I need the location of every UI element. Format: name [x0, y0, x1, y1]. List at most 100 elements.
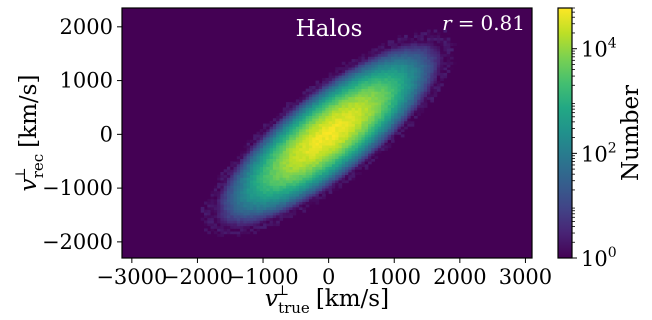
heatmap-cell: [269, 174, 274, 178]
heatmap-cell: [243, 188, 248, 192]
heatmap-cell: [427, 59, 431, 63]
heatmap-cell: [354, 72, 359, 76]
heatmap-cell: [279, 169, 284, 173]
heatmap-cell: [410, 91, 415, 95]
heatmap-cell: [384, 137, 389, 141]
heatmap-cell: [436, 42, 441, 47]
heatmap-cell: [427, 72, 431, 76]
heatmap-cell: [443, 69, 448, 73]
heatmap-cell: [276, 212, 280, 216]
heatmap-cell: [420, 77, 425, 81]
heatmap-cell: [328, 110, 333, 114]
heatmap-cell: [345, 150, 349, 154]
heatmap-cell: [308, 110, 313, 114]
heatmap-cell: [361, 139, 366, 143]
heatmap-cell: [430, 83, 434, 87]
heatmap-cell: [440, 64, 444, 68]
heatmap-cell: [259, 190, 264, 194]
heatmap-cell: [446, 69, 451, 73]
heatmap-cell: [440, 45, 444, 49]
heatmap-cell: [279, 182, 284, 186]
heatmap-cell: [381, 69, 385, 73]
heatmap-cell: [236, 225, 241, 229]
heatmap-cell: [233, 204, 238, 208]
heatmap-cell: [253, 206, 257, 211]
heatmap-cell: [364, 150, 369, 154]
heatmap-cell: [400, 128, 405, 133]
heatmap-cell: [351, 80, 356, 84]
heatmap-cell: [384, 59, 389, 63]
heatmap-cell: [351, 59, 356, 63]
heatmap-cell: [240, 220, 244, 224]
heatmap-cell: [315, 161, 320, 165]
heatmap-cell: [236, 177, 241, 181]
heatmap-cell: [256, 190, 261, 194]
heatmap-cell: [331, 123, 336, 127]
heatmap-cell: [345, 134, 349, 138]
heatmap-cell: [400, 134, 405, 138]
heatmap-cell: [371, 77, 375, 81]
heatmap-cell: [289, 123, 293, 127]
heatmap-cell: [253, 171, 257, 176]
heatmap-cell: [328, 158, 333, 162]
heatmap-cell: [325, 85, 330, 90]
heatmap-cell: [341, 174, 346, 178]
heatmap-cell: [446, 40, 451, 44]
heatmap-cell: [279, 137, 284, 141]
heatmap-cell: [292, 102, 297, 106]
heatmap-cell: [394, 80, 398, 84]
heatmap-cell: [331, 104, 336, 108]
heatmap-cell: [338, 123, 343, 127]
heatmap-cell: [276, 174, 280, 178]
heatmap-cell: [279, 131, 284, 135]
heatmap-cell: [345, 77, 349, 81]
heatmap-cell: [335, 104, 339, 108]
heatmap-cell: [249, 147, 254, 151]
heatmap-cell: [223, 228, 228, 232]
heatmap-cell: [295, 153, 300, 157]
heatmap-cell: [289, 120, 293, 124]
heatmap-cell: [397, 40, 402, 44]
heatmap-cell: [315, 163, 320, 167]
heatmap-cell: [338, 69, 343, 73]
heatmap-cell: [318, 107, 323, 111]
heatmap-cell: [312, 198, 316, 202]
heatmap-cell: [318, 169, 323, 173]
heatmap-cell: [240, 188, 244, 192]
heatmap-cell: [433, 51, 438, 55]
heatmap-cell: [331, 115, 336, 119]
heatmap-cell: [430, 77, 434, 81]
heatmap-cell: [361, 128, 366, 133]
heatmap-cell: [302, 128, 307, 133]
heatmap-cell: [348, 69, 352, 73]
heatmap-cell: [305, 161, 310, 165]
heatmap-cell: [413, 56, 418, 60]
heatmap-cell: [410, 99, 415, 103]
heatmap-cell: [364, 72, 369, 76]
heatmap-cell: [423, 94, 428, 98]
heatmap-cell: [233, 182, 238, 186]
heatmap-cell: [400, 75, 405, 79]
heatmap-cell: [308, 139, 313, 143]
heatmap-cell: [220, 182, 225, 186]
heatmap-cell: [335, 69, 339, 73]
heatmap-cell: [384, 107, 389, 111]
heatmap-cell: [200, 209, 205, 213]
heatmap-cell: [269, 134, 274, 138]
heatmap-cell: [390, 45, 395, 49]
heatmap-cell: [263, 185, 267, 189]
heatmap-cell: [266, 220, 270, 224]
heatmap-cell: [217, 188, 221, 192]
heatmap-cell: [338, 166, 343, 170]
heatmap-cell: [331, 88, 336, 92]
heatmap-cell: [407, 102, 412, 106]
heatmap-cell: [207, 214, 211, 219]
heatmap-cell: [230, 161, 234, 165]
heatmap-cell: [417, 69, 421, 73]
heatmap-cell: [364, 112, 369, 116]
heatmap-cell: [394, 128, 398, 133]
heatmap-cell: [266, 171, 270, 176]
heatmap-cell: [377, 115, 382, 119]
heatmap-cell: [292, 190, 297, 194]
heatmap-cell: [263, 220, 267, 224]
